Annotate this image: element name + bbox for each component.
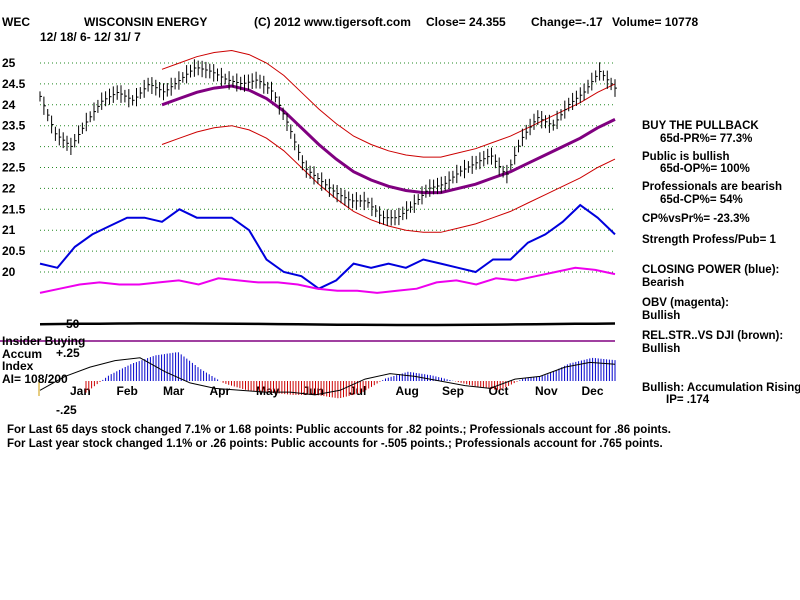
x-tick-label: Apr bbox=[210, 384, 231, 398]
moving-average-line bbox=[161, 84, 616, 195]
footer-line: For Last year stock changed 1.1% or .26 … bbox=[7, 438, 663, 450]
rel-strength-line bbox=[39, 322, 616, 327]
sidebar-line: Bullish bbox=[642, 310, 680, 322]
sidebar-line: OBV (magenta): bbox=[642, 297, 729, 309]
sidebar-line: 65d-OP%= 100% bbox=[660, 163, 750, 175]
gridlines bbox=[40, 62, 615, 273]
lower-band bbox=[161, 125, 616, 233]
ticker-label: WEC bbox=[2, 15, 30, 29]
x-tick-label: Jan bbox=[70, 384, 91, 398]
sidebar-line: Bullish bbox=[642, 343, 680, 355]
y-tick-label: 21 bbox=[2, 223, 16, 237]
y-tick-label: 24.5 bbox=[2, 77, 26, 91]
x-tick-label: Mar bbox=[163, 384, 185, 398]
footer-line: For Last 65 days stock changed 7.1% or 1… bbox=[7, 424, 671, 436]
y-tick-label: 22 bbox=[2, 181, 16, 195]
date-range: 12/ 18/ 6- 12/ 31/ 7 bbox=[40, 30, 141, 44]
acc-ma-line bbox=[39, 357, 616, 396]
sidebar-line: Strength Profess/Pub= 1 bbox=[642, 234, 776, 246]
y-tick-label: 22.5 bbox=[2, 161, 26, 175]
bands bbox=[161, 49, 616, 233]
x-tick-label: Nov bbox=[535, 384, 558, 398]
acc-label-3: AI= 108/200 bbox=[2, 372, 68, 386]
company-name: WISCONSIN ENERGY bbox=[84, 15, 207, 29]
closing-power-line bbox=[39, 203, 616, 290]
y-tick-label: 23 bbox=[2, 140, 16, 154]
volume-label: Volume= 10778 bbox=[612, 15, 698, 29]
acc-tick-plus: +.25 bbox=[56, 346, 80, 360]
sidebar-line: Bearish bbox=[642, 277, 684, 289]
sidebar-line: 65d-CP%= 54% bbox=[660, 194, 743, 206]
sidebar-line: Professionals are bearish bbox=[642, 181, 782, 193]
sidebar: BUY THE PULLBACK 65d-PR%= 77.3% Public i… bbox=[642, 120, 800, 406]
x-tick-label: Dec bbox=[582, 384, 604, 398]
price-bars bbox=[39, 59, 617, 226]
x-tick-label: Sep bbox=[442, 384, 464, 398]
x-tick-label: Aug bbox=[396, 384, 419, 398]
sidebar-line: Bullish: Accumulation Rising bbox=[642, 382, 800, 394]
y-tick-label: 23.5 bbox=[2, 119, 26, 133]
upper-band bbox=[161, 49, 616, 158]
change-label: Change=-.17 bbox=[531, 15, 603, 29]
y-tick-label: 25 bbox=[2, 56, 16, 70]
y-tick-label: 20 bbox=[2, 265, 16, 279]
sidebar-line: REL.STR..VS DJI (brown): bbox=[642, 330, 783, 342]
close-label: Close= 24.355 bbox=[426, 15, 506, 29]
acc-label-2: Index bbox=[2, 359, 34, 373]
acc-tick-minus: -.25 bbox=[56, 403, 77, 417]
sidebar-line: IP= .174 bbox=[666, 394, 710, 406]
sidebar-line: CP%vsPr%= -23.3% bbox=[642, 213, 750, 225]
x-tick-label: Feb bbox=[117, 384, 138, 398]
accumulation-histogram bbox=[39, 352, 616, 399]
sidebar-line: BUY THE PULLBACK bbox=[642, 120, 759, 132]
y-tick-label: 21.5 bbox=[2, 202, 26, 216]
sidebar-line: 65d-PR%= 77.3% bbox=[660, 133, 752, 145]
y-tick-label: 24 bbox=[2, 98, 16, 112]
y-axis-ticks: 25 24.5 24 23.5 23 22.5 22 21.5 21 20.5 20 bbox=[2, 56, 26, 279]
sidebar-line: CLOSING POWER (blue): bbox=[642, 264, 779, 276]
acc-label-1: Accum bbox=[2, 347, 42, 361]
insider-label: Insider Buying bbox=[2, 334, 85, 348]
sidebar-line: Public is bullish bbox=[642, 151, 730, 163]
copyright-label: (C) 2012 www.tigersoft.com bbox=[254, 15, 411, 29]
y-tick-label: 20.5 bbox=[2, 244, 26, 258]
series-lines bbox=[39, 84, 616, 327]
obv-line bbox=[39, 266, 616, 294]
